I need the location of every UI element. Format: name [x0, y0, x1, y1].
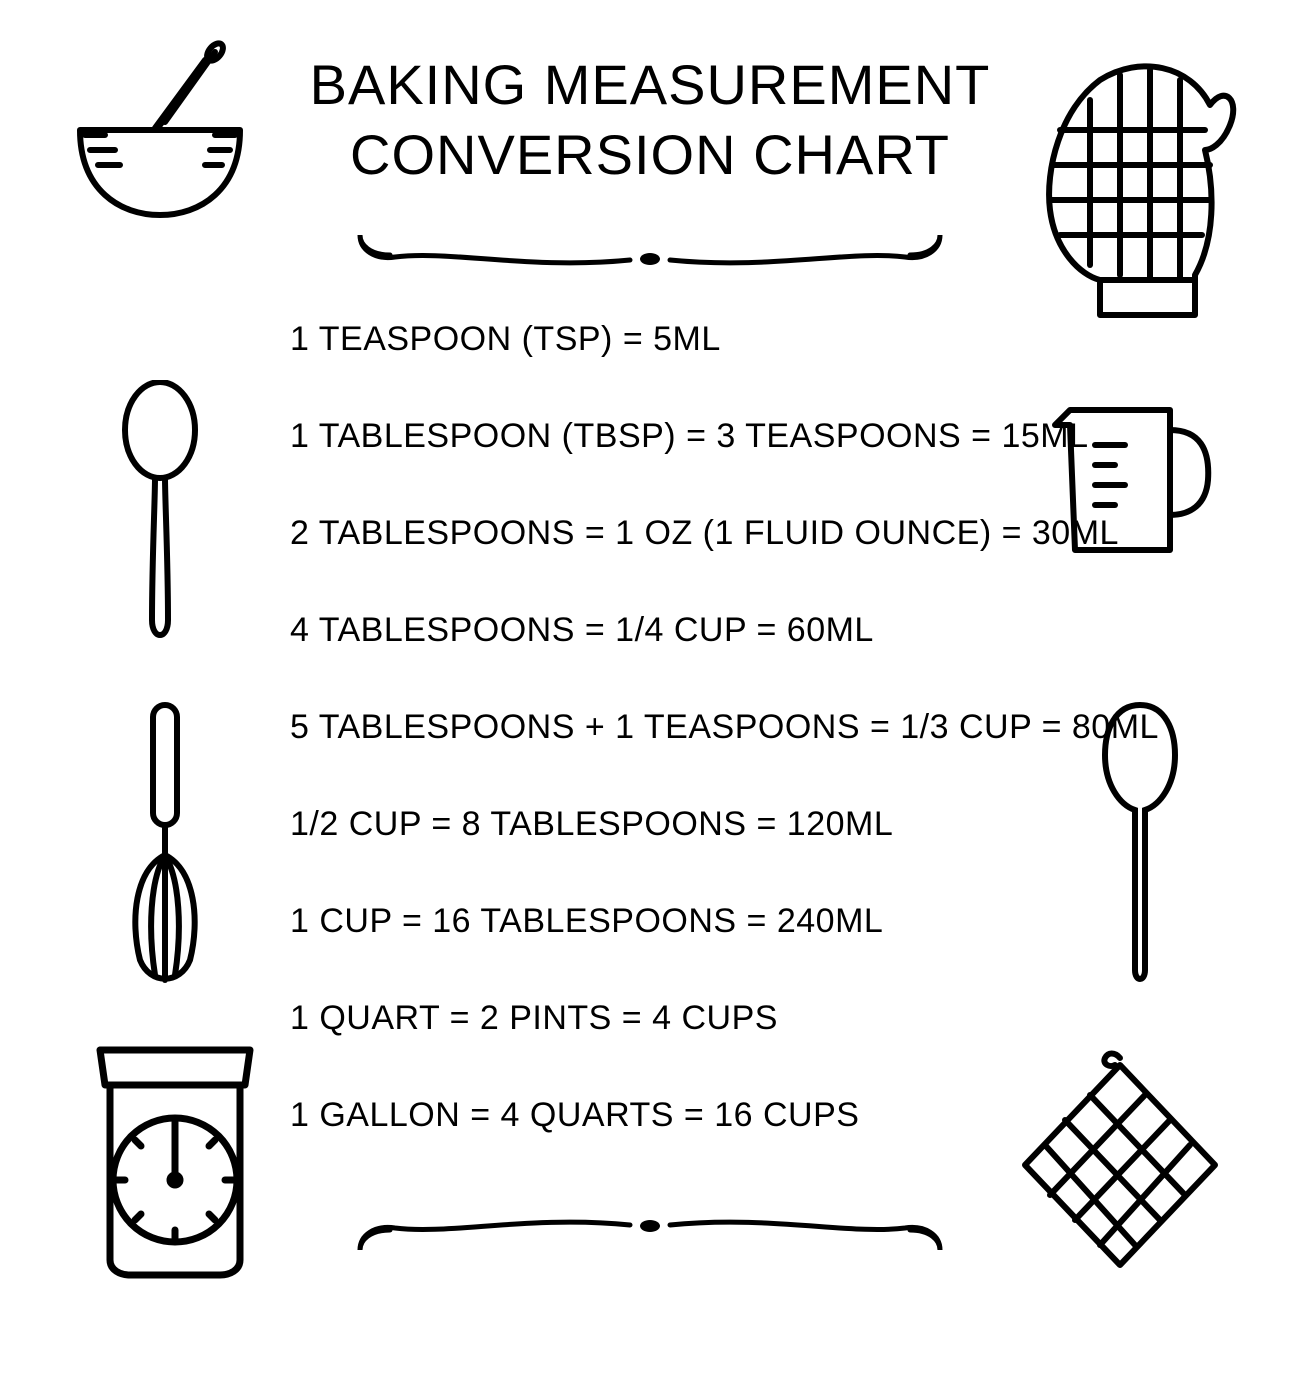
kitchen-scale-icon — [70, 1030, 280, 1280]
conversion-line: 1 CUP = 16 TABLESPOONS = 240ML — [290, 902, 1010, 941]
whisk-icon — [120, 700, 210, 990]
conversion-line: 1 QUART = 2 PINTS = 4 CUPS — [290, 999, 1010, 1038]
mixing-bowl-whisk-icon — [60, 40, 260, 240]
divider-bottom — [330, 1200, 970, 1265]
title-line-1: BAKING MEASUREMENT — [310, 53, 991, 116]
conversion-list: 1 TEASPOON (TSP) = 5ML 1 TABLESPOON (TBS… — [290, 320, 1010, 1193]
title-line-2: CONVERSION CHART — [350, 123, 950, 186]
conversion-line: 1 TABLESPOON (TBSP) = 3 TEASPOONS = 15ML — [290, 417, 1010, 456]
conversion-line: 2 TABLESPOONS = 1 OZ (1 FLUID OUNCE) = 3… — [290, 514, 1010, 553]
conversion-line: 4 TABLESPOONS = 1/4 CUP = 60ML — [290, 611, 1010, 650]
conversion-line: 1 GALLON = 4 QUARTS = 16 CUPS — [290, 1096, 1010, 1135]
oven-mitt-icon — [1030, 50, 1240, 330]
conversion-line: 1/2 CUP = 8 TABLESPOONS = 120ML — [290, 805, 1010, 844]
spoon-icon — [110, 380, 210, 660]
conversion-line: 1 TEASPOON (TSP) = 5ML — [290, 320, 1010, 359]
measuring-cup-icon — [1040, 400, 1220, 570]
wooden-spoon-icon — [1090, 700, 1190, 990]
conversion-line: 5 TABLESPOONS + 1 TEASPOONS = 1/3 CUP = … — [290, 708, 1010, 747]
divider-top — [330, 225, 970, 290]
pot-holder-icon — [1010, 1050, 1230, 1280]
